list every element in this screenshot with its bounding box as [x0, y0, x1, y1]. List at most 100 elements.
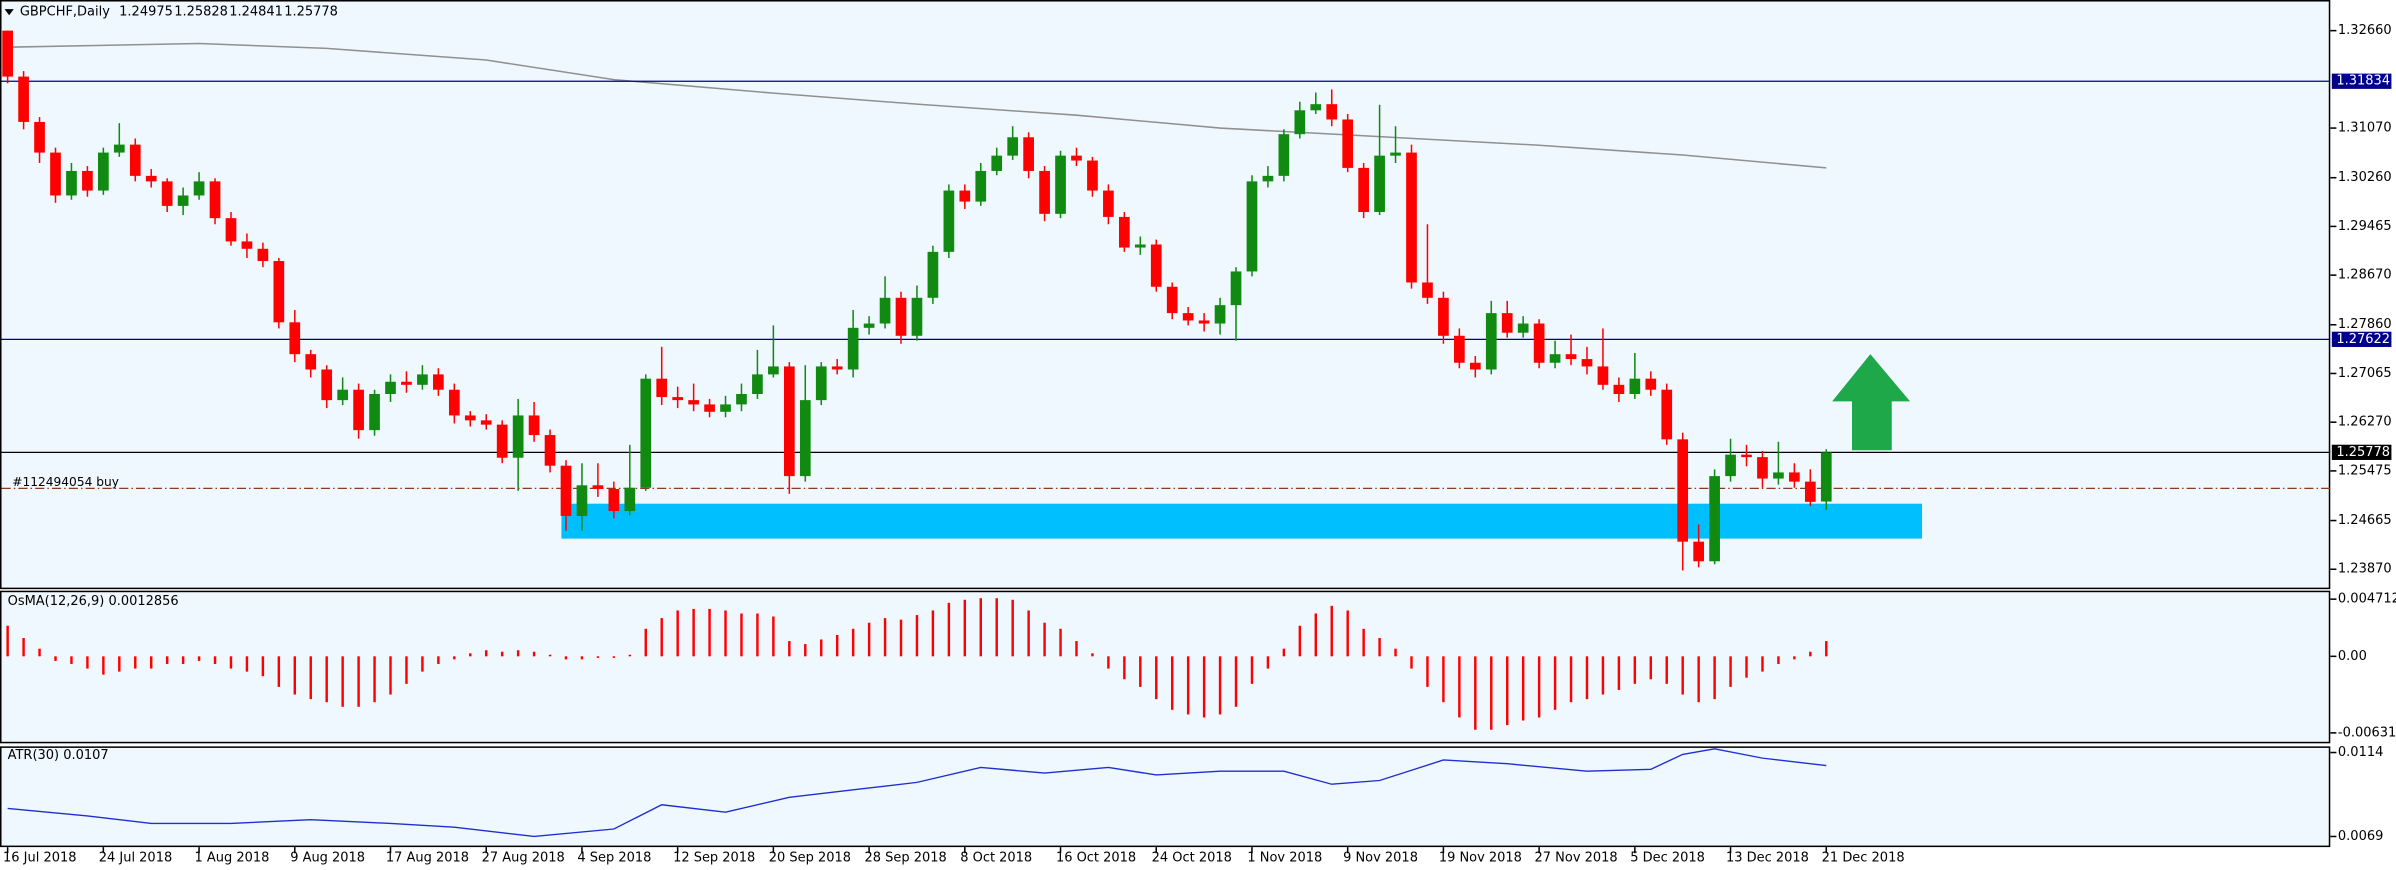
y-tick-label: 0.0069 [2338, 829, 2383, 844]
candle-body [1326, 104, 1338, 120]
candle-body [353, 389, 364, 431]
price-panel [0, 0, 2331, 590]
candle-body [1278, 134, 1290, 176]
candle-body [1422, 282, 1433, 298]
candle-body [688, 400, 699, 405]
x-tick-label: 24 Oct 2018 [1152, 850, 1232, 865]
candle-body [113, 144, 125, 153]
candle-body [369, 394, 380, 431]
candle-body [1166, 286, 1178, 314]
candle-body [289, 322, 301, 355]
candle-body [959, 190, 971, 202]
menu-triangle[interactable] [4, 9, 14, 16]
x-tick-label: 13 Dec 2018 [1726, 850, 1809, 865]
price-level-label: 1.27622 [2336, 332, 2390, 347]
candle-body [1182, 313, 1194, 321]
candle-body [1597, 366, 1609, 385]
y-tick-label: 1.29465 [2338, 219, 2392, 234]
candle-body [592, 485, 604, 489]
candle-body [1454, 335, 1465, 363]
candle-body [480, 420, 492, 425]
x-tick-label: 12 Sep 2018 [673, 850, 755, 865]
candle-body [1262, 175, 1274, 182]
candle-body [1501, 313, 1513, 333]
candle-body [879, 297, 891, 324]
candle-body [1820, 452, 1832, 502]
candle-body [129, 144, 141, 176]
candle-body [1023, 137, 1034, 171]
candle-body [385, 381, 396, 395]
ohlc-low: 1.24841 [229, 5, 283, 20]
candle-body [193, 181, 205, 196]
y-tick-label: 1.25475 [2338, 463, 2392, 478]
candle-body [1294, 110, 1306, 135]
candle-body [911, 297, 923, 336]
candle-body [1789, 472, 1800, 482]
price-level-box [2331, 331, 2392, 347]
candle-body [1150, 244, 1162, 287]
candle-body [1007, 137, 1019, 156]
atr-title: ATR(30) 0.0107 [8, 748, 109, 763]
y-tick-label: 1.30260 [2338, 170, 2392, 185]
candle-body [1709, 476, 1720, 562]
candle-body [401, 381, 412, 385]
y-tick-label: 1.24665 [2338, 513, 2392, 528]
x-tick-label: 9 Nov 2018 [1343, 850, 1418, 865]
candle-body [257, 248, 269, 262]
x-tick-label: 20 Sep 2018 [769, 850, 851, 865]
candle-body [1741, 454, 1752, 458]
candle-body [1358, 167, 1369, 213]
moving-average [7, 42, 1827, 169]
x-tick-label: 1 Nov 2018 [1247, 850, 1322, 865]
candle-body [847, 327, 859, 370]
x-tick-label: 17 Aug 2018 [386, 850, 469, 865]
y-tick-label: 0.0047125 [2338, 592, 2396, 607]
candle-body [1469, 362, 1481, 370]
candle-body [943, 190, 955, 252]
candle-body [1485, 313, 1497, 370]
buy-arrow [1832, 354, 1911, 451]
candle-body [975, 170, 987, 202]
y-tick-label: 1.31070 [2338, 121, 2392, 136]
candle-body [321, 369, 333, 401]
order-label: #112494054 buy [12, 475, 119, 489]
candle-body [2, 30, 13, 77]
x-tick-label: 4 Sep 2018 [577, 850, 651, 865]
candle-body [1246, 181, 1258, 272]
x-tick-label: 1 Aug 2018 [194, 850, 269, 865]
x-tick-label: 16 Jul 2018 [3, 850, 76, 865]
candle-body [640, 378, 652, 488]
candle-body [209, 181, 221, 219]
candle-body [752, 374, 763, 395]
ohlc-close: 1.25778 [284, 5, 338, 20]
candle-body [1118, 216, 1130, 248]
price-level-box [2331, 444, 2392, 460]
candle-body [528, 415, 540, 436]
candle-body [783, 366, 795, 477]
candle-body [656, 378, 668, 398]
ohlc-high: 1.25828 [174, 5, 228, 20]
candle-body [560, 465, 572, 516]
x-tick-label: 5 Dec 2018 [1630, 850, 1705, 865]
candle-body [1725, 454, 1736, 477]
candle-body [1693, 541, 1705, 562]
price-level-label: 1.31834 [2336, 74, 2390, 89]
atr-panel [0, 746, 2331, 848]
candle-body [624, 487, 636, 512]
x-tick-label: 24 Jul 2018 [99, 850, 172, 865]
candle-body [241, 241, 253, 249]
y-tick-label: 0.0114 [2338, 745, 2383, 760]
candle-body [1629, 378, 1641, 395]
candle-body [512, 415, 524, 458]
y-tick-label: 1.27065 [2338, 366, 2392, 381]
candle-body [464, 415, 476, 421]
x-tick-label: 8 Oct 2018 [960, 850, 1032, 865]
x-tick-label: 19 Nov 2018 [1439, 850, 1522, 865]
candle-body [1310, 104, 1322, 111]
candle-body [1342, 119, 1354, 168]
candle-body [1438, 297, 1449, 336]
candle-body [1645, 378, 1657, 390]
price-level-box [2331, 73, 2392, 89]
candle-body [672, 397, 684, 401]
